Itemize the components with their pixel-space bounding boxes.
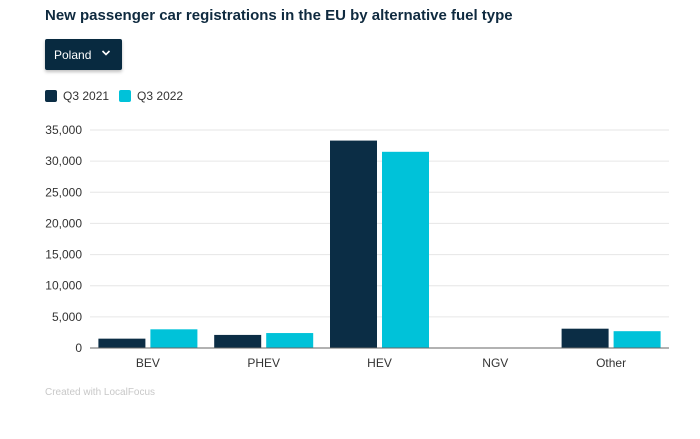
y-tick-label: 25,000 xyxy=(45,185,82,199)
country-dropdown[interactable]: Poland xyxy=(45,39,122,70)
legend-item-series-2[interactable]: Q3 2022 xyxy=(119,89,183,103)
y-tick-label: 35,000 xyxy=(45,123,82,137)
bar-hev-2 xyxy=(382,151,429,348)
y-tick-label: 20,000 xyxy=(45,216,82,230)
credit-text: Created with LocalFocus xyxy=(45,387,156,398)
legend-swatch xyxy=(45,90,57,102)
y-tick-label: 5,000 xyxy=(52,310,82,324)
bar-phev-2 xyxy=(266,333,314,348)
x-tick-label: PHEV xyxy=(247,356,280,370)
chevron-down-icon xyxy=(101,50,111,56)
chart-title: New passenger car registrations in the E… xyxy=(45,7,513,24)
legend-item-series-1[interactable]: Q3 2021 xyxy=(45,89,109,103)
x-tick-label: NGV xyxy=(482,356,508,370)
bar-phev-1 xyxy=(214,334,262,348)
country-dropdown-label: Poland xyxy=(54,47,92,62)
bar-other-1 xyxy=(561,328,609,348)
legend-label: Q3 2021 xyxy=(63,89,110,103)
y-tick-label: 15,000 xyxy=(45,248,82,262)
x-tick-label: Other xyxy=(596,356,626,370)
bar-other-2 xyxy=(613,331,661,348)
bar-bev-1 xyxy=(98,338,146,348)
y-tick-label: 0 xyxy=(75,341,82,355)
legend-swatch xyxy=(119,90,132,102)
legend-label: Q3 2022 xyxy=(137,89,184,103)
chart-legend: Q3 2021 Q3 2022 xyxy=(45,89,193,103)
x-tick-label: BEV xyxy=(136,356,160,370)
y-tick-label: 10,000 xyxy=(45,279,82,293)
bar-bev-2 xyxy=(150,329,198,348)
y-tick-label: 30,000 xyxy=(45,154,82,168)
x-tick-label: HEV xyxy=(367,356,392,370)
bar-hev-1 xyxy=(330,140,377,348)
